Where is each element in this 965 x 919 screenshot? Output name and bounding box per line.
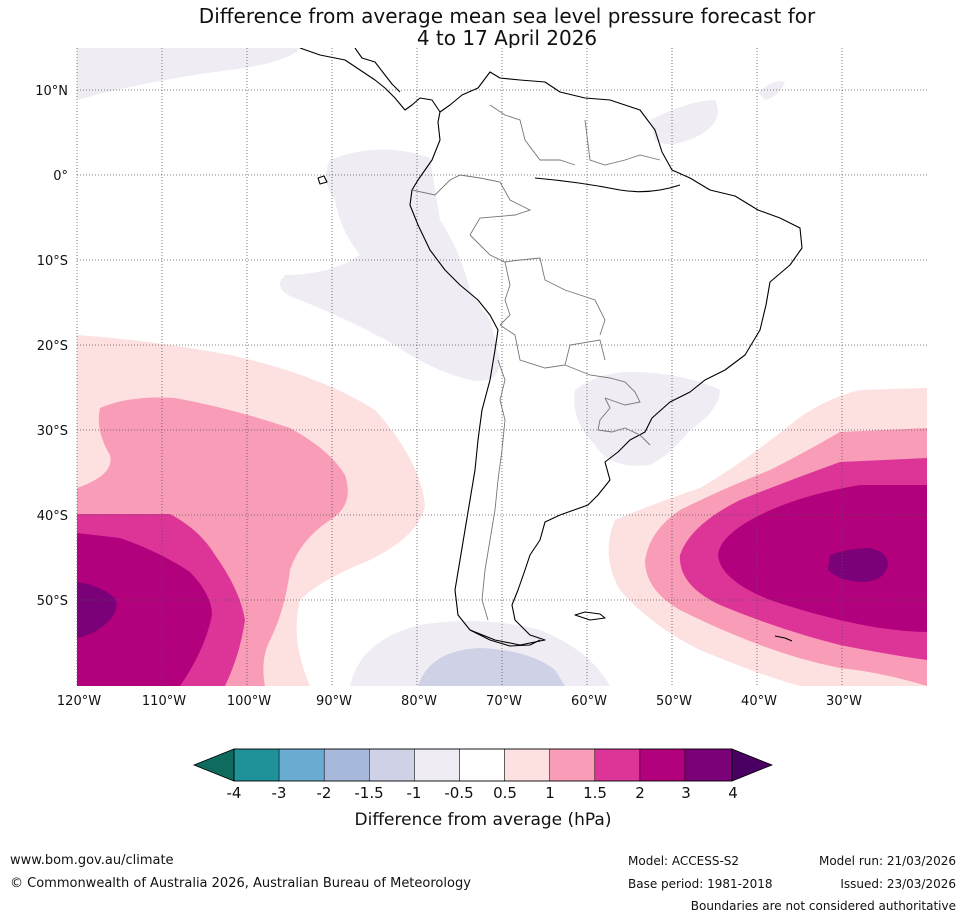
colorbar-tick: 2	[635, 784, 645, 802]
amazon-river-coast	[534, 177, 681, 193]
colorbar-bin	[369, 748, 415, 782]
colorbar-tick: -1	[407, 784, 422, 802]
footer-copyright: © Commonwealth of Australia 2026, Austra…	[10, 876, 471, 891]
colorbar-label: Difference from average (hPa)	[355, 810, 612, 830]
border-uruguay	[597, 427, 651, 446]
border-bolivia-south	[499, 324, 606, 369]
colorbar-bin	[459, 748, 505, 782]
contour-negative-atlantic-small	[758, 81, 785, 100]
colorbar-tick: 1.5	[583, 784, 607, 802]
lon-label-100w: 100°W	[227, 694, 271, 709]
border-peru-brazil	[469, 234, 606, 336]
tierra-del-fuego	[469, 629, 541, 647]
colorbar-frame	[233, 748, 733, 782]
lon-label-90w: 90°W	[316, 694, 352, 709]
lat-label-40s: 40°S	[37, 509, 68, 524]
colorbar-bin	[504, 748, 550, 782]
central-america-caribbean	[354, 48, 401, 93]
colorbar-tick: -0.5	[444, 784, 473, 802]
border-argentina-brazil	[597, 397, 611, 431]
footer-model-run: Model run: 21/03/2026	[818, 854, 956, 868]
colorbar-tick: -2	[317, 784, 332, 802]
south-georgia	[774, 635, 793, 642]
contour-positive-west-3	[77, 582, 117, 638]
lat-label-30s: 30°S	[37, 424, 68, 439]
lat-label-10s: 10°S	[37, 254, 68, 269]
colorbar-tick: -1.5	[354, 784, 383, 802]
border-peru-bolivia	[499, 261, 511, 326]
footer-issued: Issued: 23/03/2026	[840, 877, 956, 891]
lon-label-80w: 80°W	[401, 694, 437, 709]
colorbar-bin	[549, 748, 596, 782]
colorbar-tick: 3	[681, 784, 691, 802]
contour-negative-drake-inner	[418, 648, 565, 686]
coastlines	[299, 48, 803, 647]
title-line-1: Difference from average mean sea level p…	[198, 4, 816, 28]
lon-label-70w: 70°W	[486, 694, 522, 709]
lon-label-30w: 30°W	[826, 694, 862, 709]
title-line-2: 4 to 17 April 2026	[416, 26, 598, 50]
colorbar-bin	[414, 748, 460, 782]
footer-url[interactable]: www.bom.gov.au/climate	[10, 853, 174, 868]
galapagos	[317, 175, 328, 185]
colorbar-bin	[233, 748, 280, 782]
map-title: Difference from average mean sea level p…	[0, 5, 965, 49]
colorbar-bin	[684, 748, 733, 782]
contour-negative-atlantic	[650, 100, 718, 144]
colorbar-tick: 1	[545, 784, 555, 802]
lat-label-20s: 20°S	[37, 339, 68, 354]
colorbar-tick: 4	[728, 784, 738, 802]
border-colombia-brazil	[469, 177, 532, 236]
colorbar-tick: 0.5	[493, 784, 517, 802]
colorbar-extend-low	[192, 748, 235, 782]
longitude-labels: 120°W 110°W 100°W 90°W 80°W 70°W 60°W 50…	[57, 694, 862, 709]
border-chile-argentina	[481, 359, 506, 621]
colorbar-bin	[278, 748, 325, 782]
border-paraguay	[564, 364, 641, 406]
colorbar-extend-high	[731, 748, 774, 782]
graticule	[76, 48, 927, 686]
footer-base-period: Base period: 1981-2018	[628, 877, 773, 891]
lon-label-40w: 40°W	[741, 694, 777, 709]
contour-negative-central-pacific	[280, 149, 500, 381]
border-ecuador-peru	[411, 174, 481, 196]
footer-disclaimer: Boundaries are not considered authoritat…	[690, 899, 956, 913]
country-borders	[411, 104, 661, 621]
lon-label-110w: 110°W	[142, 694, 186, 709]
contour-positive-east-2	[718, 485, 927, 632]
border-guianas	[584, 119, 661, 166]
contour-negative-top-left	[77, 48, 300, 100]
map-area	[76, 48, 927, 686]
contour-positive-west-2	[77, 533, 212, 686]
lat-label-0: 0°	[53, 169, 68, 184]
lon-label-60w: 60°W	[571, 694, 607, 709]
border-colombia-venezuela	[489, 104, 576, 166]
falkland-islands	[574, 611, 606, 621]
latitude-labels: 10°N 0° 10°S 20°S 30°S 40°S 50°S	[35, 84, 68, 609]
central-america-coast	[299, 48, 441, 113]
colorbar-tick: -4	[227, 784, 242, 802]
footer-model: Model: ACCESS-S2	[628, 854, 740, 868]
lat-label-50s: 50°S	[37, 594, 68, 609]
lat-label-10n: 10°N	[35, 84, 68, 99]
south-america-coast	[409, 71, 803, 646]
contour-positive-east-3	[828, 548, 888, 582]
colorbar-bin	[639, 748, 686, 782]
lon-label-50w: 50°W	[656, 694, 692, 709]
colorbar-bin	[594, 748, 641, 782]
lon-label-120w: 120°W	[57, 694, 101, 709]
colorbar-tick: -3	[272, 784, 287, 802]
colorbar: -4 -3 -2 -1.5 -1 -0.5 0.5 1 1.5 2 3 4 Di…	[192, 748, 774, 830]
colorbar-bin	[323, 748, 370, 782]
